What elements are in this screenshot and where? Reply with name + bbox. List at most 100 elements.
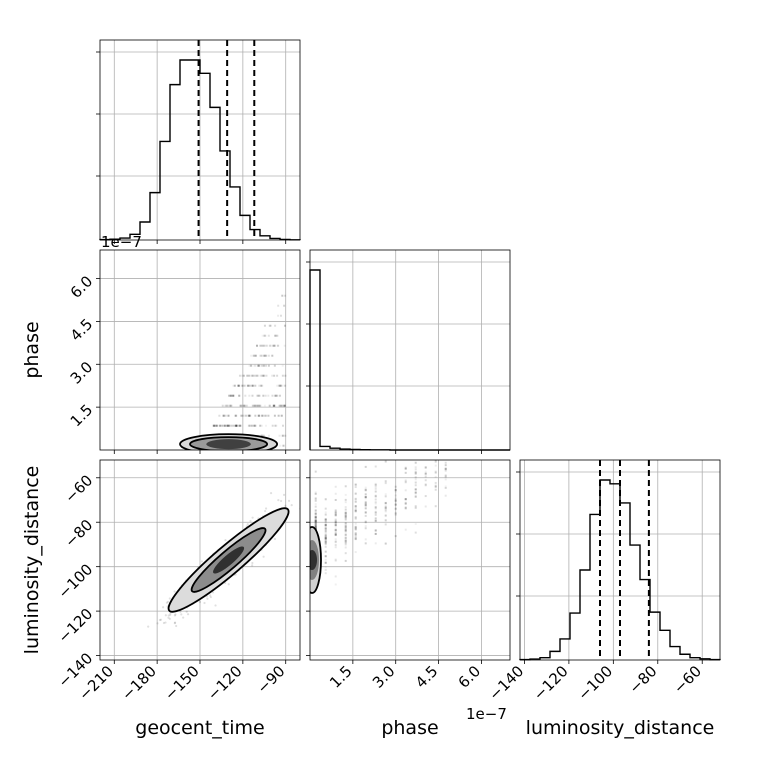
scatter-point (281, 424, 284, 427)
scatter-point (179, 610, 182, 613)
scatter-point (334, 520, 337, 523)
scatter-point (314, 516, 317, 519)
scatter-point (354, 509, 357, 512)
scatter-point (334, 514, 337, 517)
scatter-point (238, 394, 241, 397)
scatter-point (414, 491, 417, 494)
scatter-point (334, 524, 337, 527)
scatter-point (284, 434, 287, 437)
scatter-point (261, 344, 264, 347)
scatter-point (279, 444, 282, 447)
scatter-point (344, 525, 347, 528)
scatter-point (424, 466, 427, 469)
scatter-point (324, 572, 327, 575)
scatter-point (290, 504, 293, 507)
scatter-point (239, 404, 242, 407)
scatter-point (259, 404, 262, 407)
scatter-point (282, 493, 286, 496)
scatter-point (251, 384, 254, 387)
scatter-point (374, 495, 377, 498)
y-axis-label-luminosity-distance: luminosity_distance (21, 466, 43, 655)
scatter-point (259, 354, 262, 357)
scatter-point (261, 354, 264, 357)
scatter-point (168, 617, 171, 620)
scatter-point (248, 394, 251, 397)
scatter-point (164, 614, 167, 617)
scatter-point (230, 394, 233, 397)
scatter-point (324, 537, 327, 540)
scatter-point (274, 394, 277, 397)
scatter-point (227, 583, 230, 586)
scatter-point (324, 541, 327, 544)
density-fill (310, 550, 317, 570)
scatter-point (394, 488, 397, 491)
scatter-point (435, 454, 437, 456)
scatter-point (424, 466, 427, 469)
scatter-point (241, 404, 244, 407)
scatter-point (364, 501, 367, 504)
scatter-point (234, 414, 237, 417)
scatter-point (253, 354, 256, 357)
scatter-point (249, 374, 252, 377)
scatter-point (225, 404, 228, 407)
scatter-point (305, 494, 307, 496)
scatter-point (364, 525, 367, 528)
scatter-point (324, 561, 327, 564)
density-fill (206, 439, 251, 450)
scatter-point (238, 424, 241, 427)
scatter-point (344, 530, 347, 533)
scatter-point (444, 469, 447, 472)
scatter-point (221, 404, 224, 407)
scatter-point (215, 424, 218, 427)
scatter-point (354, 532, 357, 535)
scatter-point (268, 344, 271, 347)
scatter-point (444, 468, 447, 471)
scatter-point (246, 374, 249, 377)
scatter-point (234, 414, 237, 417)
scatter-point (334, 541, 337, 544)
scatter-point (364, 507, 367, 510)
scatter-point (254, 354, 257, 357)
scatter-point (261, 434, 264, 437)
scatter-phase-vs-geocent-time (179, 294, 287, 450)
scatter-point (324, 566, 327, 569)
scatter-point (276, 374, 279, 377)
scatter-point (253, 404, 256, 407)
scatter-point (414, 488, 417, 491)
scatter-point (364, 495, 367, 498)
scatter-point (224, 414, 227, 417)
scatter-point (257, 414, 260, 417)
scatter-point (250, 424, 253, 427)
scatter-point (233, 424, 236, 427)
scatter-point (384, 507, 387, 510)
scatter-point (344, 518, 347, 521)
scatter-point (218, 424, 221, 427)
scatter-point (434, 460, 437, 463)
x-tick-label: 1.5 (326, 662, 356, 692)
scatter-point (314, 520, 317, 523)
scatter-point (324, 536, 327, 539)
scatter-point (214, 604, 217, 607)
scatter-point (344, 514, 347, 517)
scatter-point (271, 394, 274, 397)
scatter-point (334, 529, 337, 532)
scatter-point (229, 424, 232, 427)
scatter-point (173, 590, 176, 593)
scatter-point (227, 424, 230, 427)
scatter-point (364, 502, 367, 505)
scatter-point (314, 526, 317, 529)
scatter-point (255, 404, 258, 407)
scatter-point (314, 519, 317, 522)
y-tick-label: 3.0 (67, 358, 97, 388)
scatter-point (374, 483, 377, 486)
scatter-point (374, 510, 377, 513)
scatter-point (277, 414, 280, 417)
scatter-point (173, 614, 177, 617)
scatter-point (267, 414, 270, 417)
scatter-point (236, 424, 239, 427)
scatter-point (264, 394, 267, 397)
scatter-point (261, 414, 264, 417)
scatter-point (374, 501, 377, 504)
scatter-point (314, 517, 317, 520)
scatter-point (268, 404, 271, 407)
